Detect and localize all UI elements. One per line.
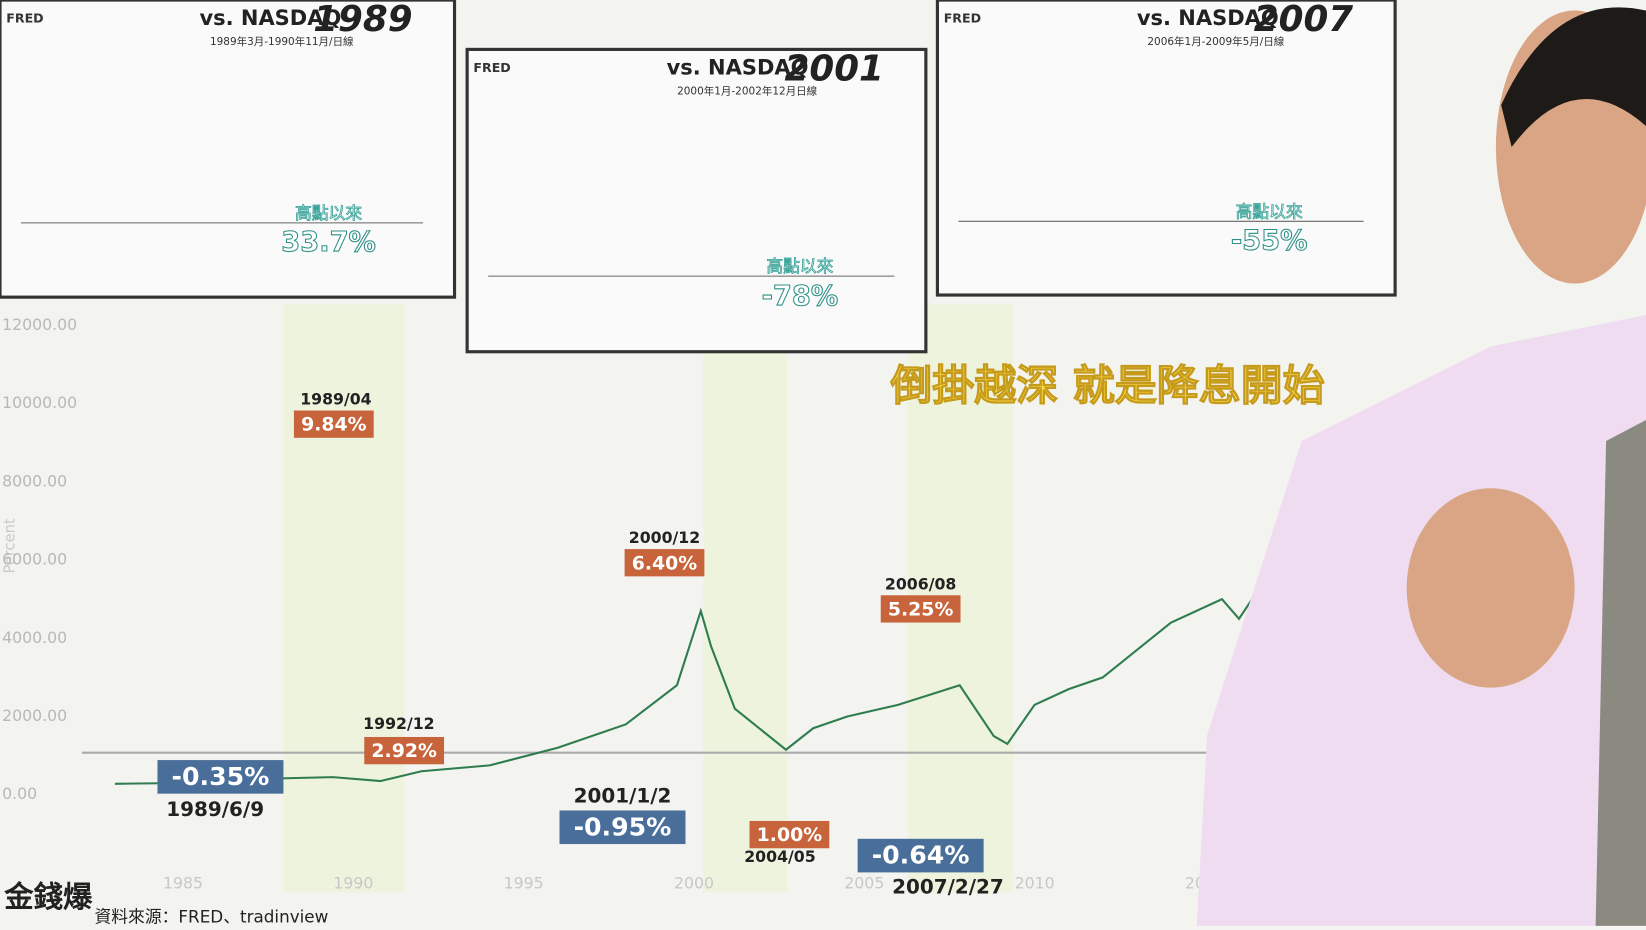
annotation-box bbox=[157, 760, 284, 794]
y-tick-label: 2000.00 bbox=[2, 706, 67, 725]
logo: 金錢爆 bbox=[3, 880, 93, 914]
inset-callout: -55% bbox=[1231, 225, 1308, 256]
inset-source: FRED bbox=[473, 60, 510, 75]
inset-source: FRED bbox=[6, 10, 43, 25]
presenter bbox=[1196, 7, 1646, 926]
inset-chart: FRED vs. NASDAQ20012000年1月-2002年12月日線高點以來… bbox=[465, 47, 928, 354]
subtitle: 倒掛越深 就是降息開始 bbox=[889, 361, 1324, 410]
inset-callout: -78% bbox=[762, 281, 839, 312]
inset-chart: FRED vs. NASDAQ19891989年3月-1990年11月/日線高點以… bbox=[0, 0, 457, 299]
annotation-date: 2004/05 bbox=[744, 847, 815, 866]
inset-source: FRED bbox=[944, 10, 981, 25]
inset-period: 1989年3月-1990年11月/日線 bbox=[210, 35, 354, 48]
inset-callout-title: 高點以來 bbox=[766, 256, 833, 276]
x-tick-label: 2010 bbox=[1015, 873, 1055, 892]
annotation-box bbox=[559, 810, 686, 845]
inset-period: 2006年1月-2009年5月/日線 bbox=[1147, 35, 1284, 48]
x-tick-label: 2000 bbox=[674, 873, 714, 892]
inset-frame bbox=[935, 0, 1397, 297]
annotation-value: 1.00% bbox=[757, 824, 823, 846]
annotation-value: 6.40% bbox=[632, 552, 698, 574]
shade bbox=[283, 304, 405, 893]
shade bbox=[703, 304, 788, 893]
x-tick-label: 1995 bbox=[504, 873, 544, 892]
x-tick-label: 1990 bbox=[333, 873, 373, 892]
annotation-date: 2006/08 bbox=[885, 574, 956, 593]
inset-title: vs. NASDAQ bbox=[199, 6, 341, 30]
annotation-date: 1989/6/9 bbox=[166, 797, 264, 821]
annotation-box bbox=[364, 736, 445, 765]
inset-title: vs. NASDAQ bbox=[1137, 6, 1279, 30]
source: 資料來源：FRED、tradinview bbox=[94, 907, 328, 926]
y-tick-label: 4000.00 bbox=[2, 628, 67, 647]
inset-callout: 33.7% bbox=[281, 227, 376, 258]
annotation-date: 2007/2/27 bbox=[892, 875, 1004, 899]
annotation-box bbox=[857, 838, 984, 873]
annotation-date: 2001/1/2 bbox=[574, 783, 672, 807]
annotation-value: 9.84% bbox=[301, 414, 367, 436]
annotation-box bbox=[624, 549, 705, 577]
inset-callout-title: 高點以來 bbox=[295, 203, 362, 223]
inset-frame bbox=[0, 0, 457, 299]
annotation-value: -0.64% bbox=[872, 841, 970, 870]
inset-chart: FRED vs. NASDAQ20072006年1月-2009年5月/日線高點以來… bbox=[935, 0, 1397, 297]
inset-period: 2000年1月-2002年12月日線 bbox=[677, 84, 818, 97]
inset-callout-title: 高點以來 bbox=[1236, 201, 1303, 221]
annotation-value: -0.35% bbox=[172, 762, 270, 791]
x-tick-label: 2005 bbox=[844, 873, 884, 892]
inset-year: 1989 bbox=[313, 0, 412, 40]
inset-title: vs. NASDAQ bbox=[667, 55, 809, 79]
annotation-value: -0.95% bbox=[574, 812, 672, 841]
annotation-box bbox=[749, 820, 830, 849]
annotation-date: 1989/04 bbox=[300, 390, 371, 409]
annotation-value: 2.92% bbox=[371, 740, 437, 762]
inset-year: 2001 bbox=[785, 48, 884, 89]
inset-year: 2007 bbox=[1254, 0, 1353, 40]
x-tick-label: 1985 bbox=[163, 873, 203, 892]
y-tick-label: 10000.00 bbox=[2, 393, 77, 412]
annotation-date: 2000/12 bbox=[629, 528, 700, 547]
fist bbox=[1406, 488, 1575, 688]
inset-frame bbox=[465, 47, 928, 354]
y-tick-label: 8000.00 bbox=[2, 471, 67, 490]
annotation-box bbox=[293, 410, 374, 438]
annotation-box bbox=[880, 595, 961, 623]
hair bbox=[1501, 7, 1646, 148]
nasdaq-line bbox=[114, 567, 1274, 785]
tie bbox=[1595, 419, 1646, 926]
y-axis-label: Percent bbox=[1, 518, 18, 574]
annotation-date: 1992/12 bbox=[363, 714, 434, 733]
y-tick-label: 0.00 bbox=[2, 784, 37, 803]
y-tick-label: 6000.00 bbox=[2, 550, 67, 569]
y-tick-label: 12000.00 bbox=[2, 315, 77, 334]
annotation-value: 5.25% bbox=[888, 598, 954, 620]
